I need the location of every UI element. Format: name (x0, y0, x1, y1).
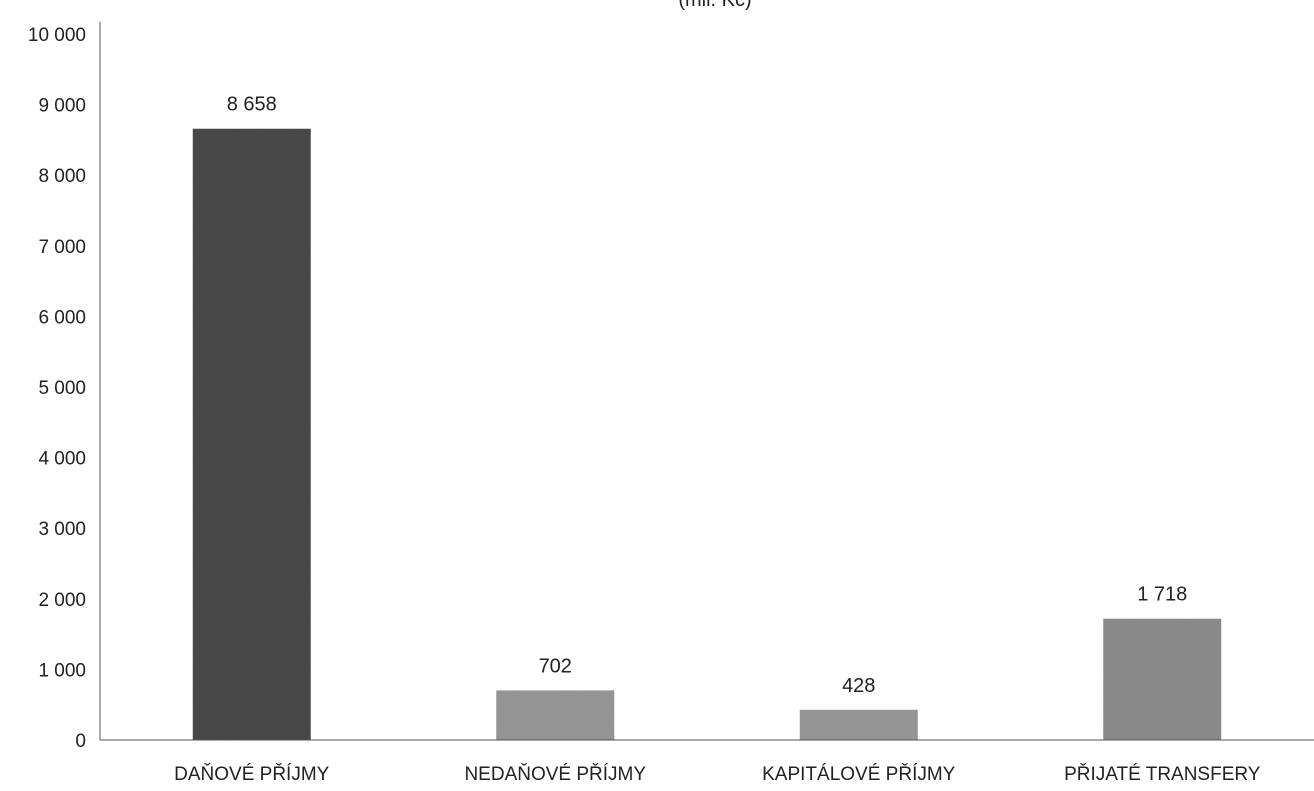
x-category-label: NEDAŇOVÉ PŘÍJMY (464, 763, 646, 785)
chart-subtitle: (mil. Kč) (678, 0, 751, 11)
y-tick-label: 0 (75, 731, 86, 752)
x-axis: DAŇOVÉ PŘÍJMY NEDAŇOVÉ PŘÍJMY KAPITÁLOVÉ P… (100, 739, 1314, 785)
data-label: 8 658 (227, 94, 277, 116)
data-labels-group: 8 658 702 428 1 718 (227, 94, 1188, 697)
x-category-label: DAŇOVÉ PŘÍJMY (174, 763, 330, 785)
bar (192, 128, 311, 741)
bar (496, 690, 615, 740)
y-tick-label: 7 000 (38, 237, 86, 258)
bar (799, 709, 918, 740)
x-category-label: PŘIJATÉ TRANSFERY (1064, 763, 1261, 785)
y-tick-label: 10 000 (28, 25, 86, 46)
y-tick-label: 8 000 (38, 166, 86, 187)
y-tick-label: 1 000 (38, 660, 86, 681)
x-category-label: KAPITÁLOVÉ PŘÍJMY (762, 763, 956, 785)
y-tick-label: 2 000 (38, 590, 86, 611)
bar (1103, 618, 1222, 740)
y-tick-label: 9 000 (38, 96, 86, 117)
data-label: 1 718 (1137, 584, 1187, 606)
y-tick-label: 3 000 (38, 519, 86, 540)
y-tick-label: 4 000 (38, 449, 86, 470)
data-label: 428 (842, 675, 875, 697)
y-tick-label: 5 000 (38, 378, 86, 399)
y-axis: 0 1 000 2 000 3 000 4 000 5 000 6 000 7 000 8 00… (28, 22, 101, 752)
bars-group (192, 128, 1222, 741)
y-tick-label: 6 000 (38, 307, 86, 328)
data-label: 702 (539, 655, 572, 677)
